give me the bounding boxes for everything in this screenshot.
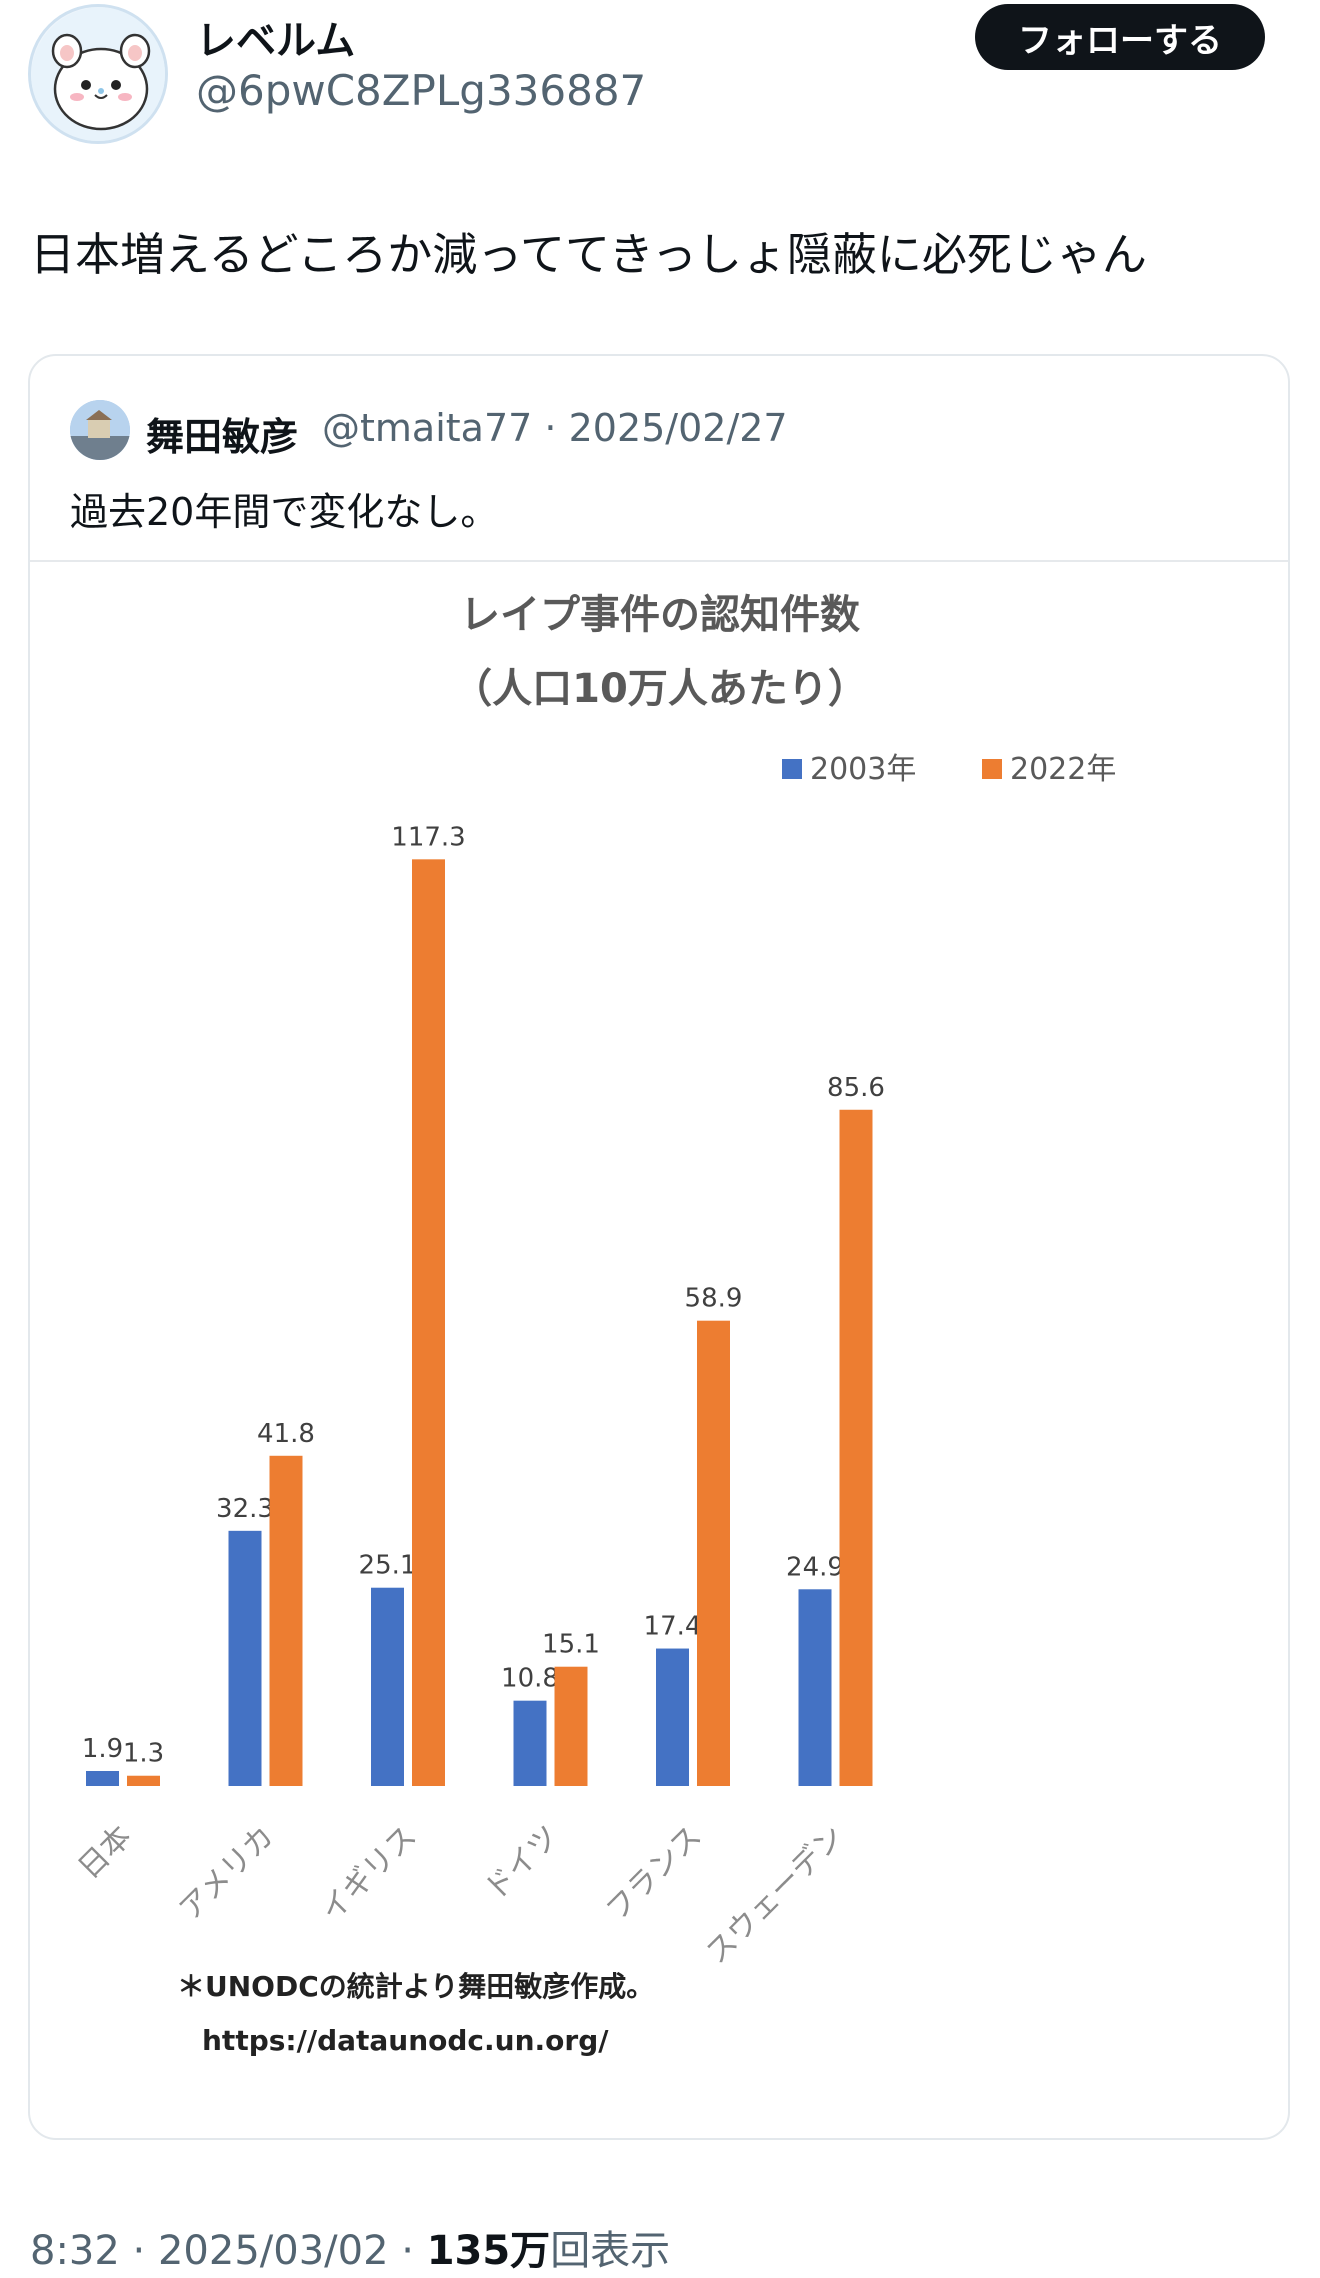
quoted-tweet-text: 過去20年間で変化なし。: [70, 490, 499, 534]
chart-image[interactable]: レイプ事件の認知件数 （人口10万人あたり） 2003年 2022年 1.9 1.3…: [30, 562, 1288, 2138]
quoted-tweet-card[interactable]: 舞田敏彦 @tmaita77 · 2025/02/27 過去20年間で変化なし。…: [28, 354, 1290, 2140]
bar-value-label: 41.8: [257, 1419, 315, 1449]
bar-value-label: 117.3: [391, 822, 465, 852]
bar-series1-1: [228, 1530, 262, 1786]
views-count: 135万: [426, 2228, 551, 2274]
hamster-avatar-icon: [31, 7, 165, 141]
views-label: 回表示: [550, 2228, 671, 2274]
chart-note: ＊UNODCの統計より舞田敏彦作成。: [177, 1970, 654, 2003]
bar-value-label: 85.6: [827, 1073, 885, 1103]
tweet-text: 日本増えるどころか減っててきっしょ隠蔽に必死じゃん: [30, 228, 1147, 281]
chart-bars: 1.9 1.3 32.3 41.8 25.1 117.3 10.8 15.1 17.4 58.9 2…: [82, 822, 885, 1786]
tweet-date[interactable]: 2025/03/02: [157, 2228, 389, 2274]
category-label: 日本: [71, 1819, 138, 1886]
chart-title: レイプ事件の認知件数: [460, 592, 860, 638]
legend-swatch: [782, 759, 802, 779]
chart-legend: 2003年 2022年: [782, 752, 1116, 787]
category-label: スウェーデン: [699, 1819, 851, 1971]
quoted-author-handle[interactable]: @tmaita77: [322, 406, 533, 450]
bar-value-label: 25.1: [359, 1551, 417, 1581]
bar-series2-1: [269, 1455, 303, 1786]
category-label: アメリカ: [173, 1819, 282, 1928]
category-label: イギリス: [314, 1819, 424, 1929]
bar-series1-2: [371, 1587, 404, 1786]
legend-label: 2003年: [810, 752, 916, 787]
bar-value-label: 58.9: [685, 1284, 743, 1314]
quoted-tweet-header: 舞田敏彦 @tmaita77 · 2025/02/27: [70, 400, 1270, 460]
divider: [30, 560, 1288, 562]
bar-series2-3: [554, 1666, 588, 1786]
bar-value-label: 10.8: [501, 1664, 559, 1694]
legend-swatch: [982, 759, 1002, 779]
chart-source-url: https://dataunodc.un.org/: [202, 2024, 609, 2057]
bar-series2-4: [697, 1320, 730, 1786]
bar-value-label: 15.1: [542, 1630, 600, 1660]
bar-value-label: 1.9: [82, 1734, 123, 1764]
footer-separator-2: ·: [401, 2228, 414, 2274]
footer-separator-1: ·: [132, 2228, 146, 2274]
follow-button[interactable]: フォローする: [975, 4, 1265, 70]
bar-series1-5: [798, 1589, 832, 1786]
tweet-footer-meta: 8:32 · 2025/03/02 · 135万回表示: [30, 2218, 670, 2276]
category-label: フランス: [599, 1819, 708, 1928]
author-handle[interactable]: @6pwC8ZPLg336887: [196, 66, 647, 115]
bar-series2-0: [127, 1775, 160, 1786]
bar-series2-5: [839, 1109, 873, 1786]
bar-series1-4: [656, 1648, 689, 1786]
chart-subtitle: （人口10万人あたり）: [452, 666, 868, 712]
landscape-avatar-icon: [70, 400, 130, 460]
bar-value-label: 1.3: [123, 1739, 164, 1769]
author-display-name[interactable]: レベルム: [196, 18, 356, 64]
tweet-time[interactable]: 8:32: [30, 2228, 120, 2274]
bar-value-label: 17.4: [644, 1612, 702, 1642]
bar-series2-2: [412, 859, 445, 1786]
bar-value-label: 24.9: [786, 1552, 844, 1582]
quoted-author-name[interactable]: 舞田敏彦: [146, 415, 299, 459]
author-avatar[interactable]: [28, 4, 168, 144]
bar-series1-0: [86, 1770, 119, 1786]
quoted-tweet-date[interactable]: 2025/02/27: [568, 406, 788, 450]
bar-series1-3: [513, 1700, 547, 1786]
legend-label: 2022年: [1010, 752, 1116, 787]
category-label: ドイツ: [478, 1819, 566, 1907]
quoted-author-meta: @tmaita77 · 2025/02/27: [322, 406, 788, 450]
quoted-author-avatar[interactable]: [70, 400, 130, 460]
bar-value-label: 32.3: [216, 1494, 274, 1524]
meta-separator: ·: [544, 406, 557, 450]
bar-chart: レイプ事件の認知件数 （人口10万人あたり） 2003年 2022年 1.9 1.3…: [71, 592, 1116, 2057]
tweet-header: レベルム @6pwC8ZPLg336887 フォローする: [0, 0, 1320, 170]
